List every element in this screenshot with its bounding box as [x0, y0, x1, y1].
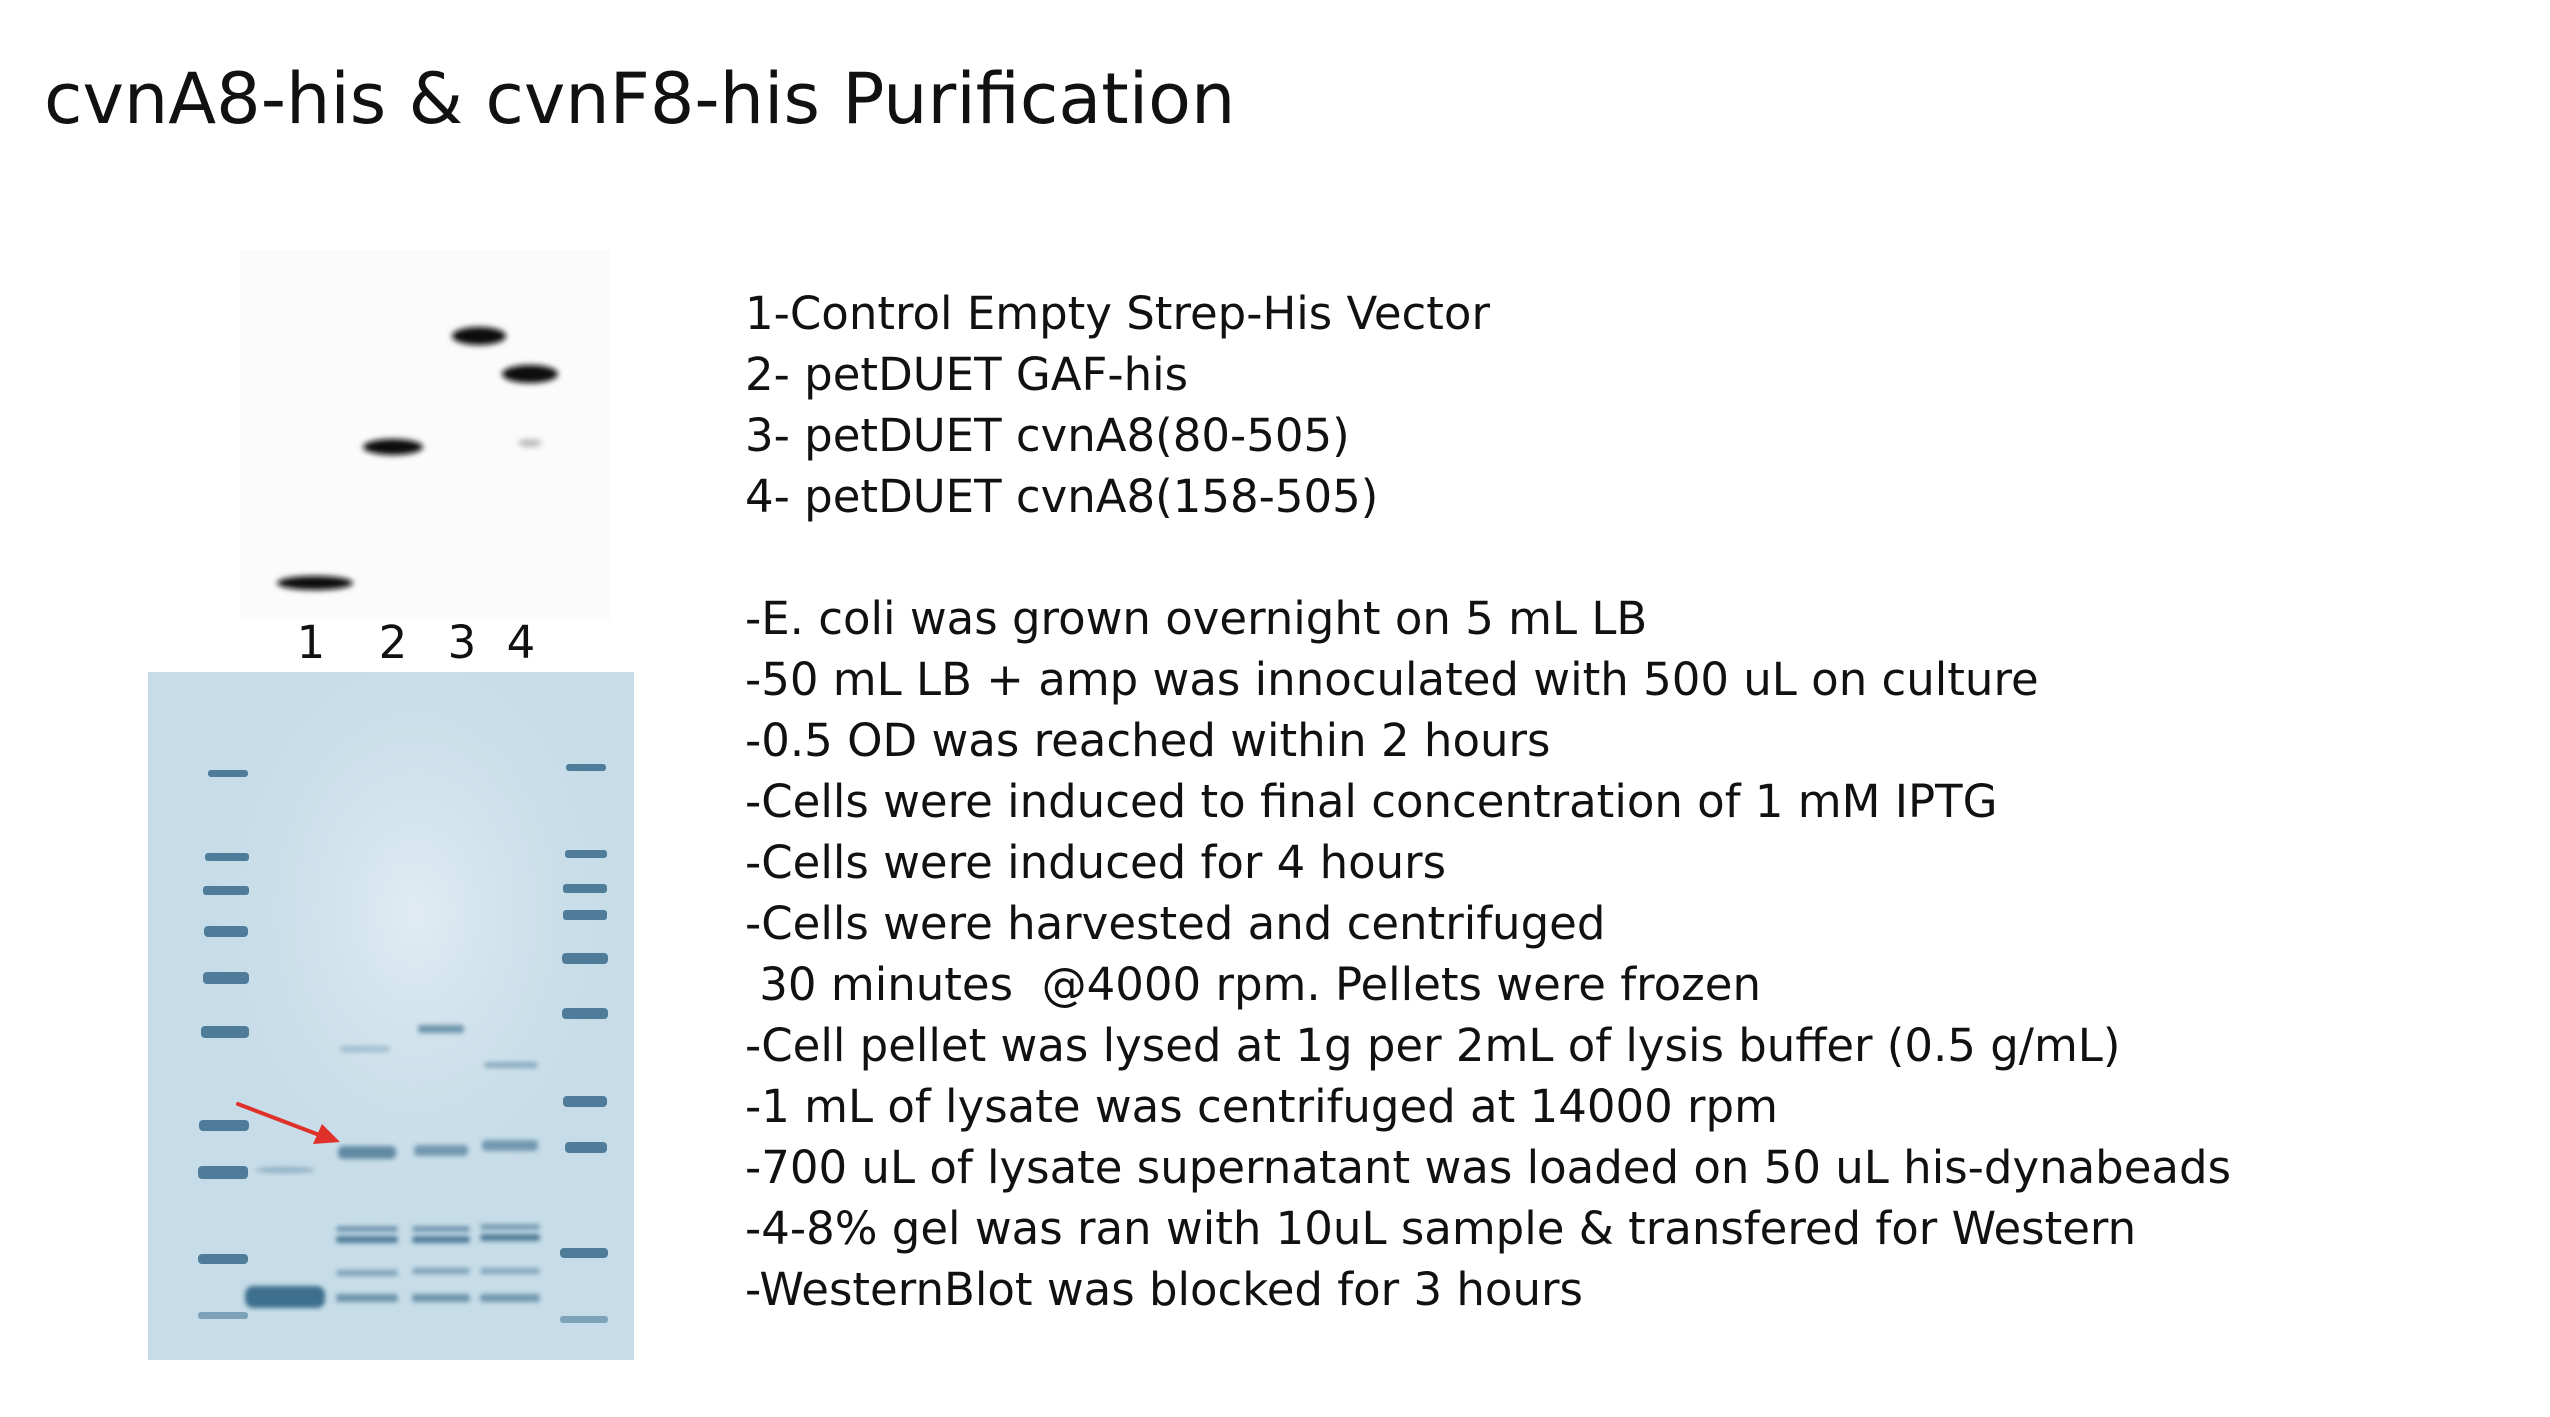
ladder-left-band: [203, 886, 249, 895]
ladder-right-band: [566, 764, 606, 771]
ladder-left-band: [201, 1026, 249, 1038]
ladder-right-band: [562, 1008, 608, 1019]
western-faint-band: [518, 439, 542, 447]
lane-label-4: 4: [507, 616, 536, 669]
ladder-left-band: [198, 1166, 248, 1179]
western-band-lane-3: [452, 327, 506, 345]
gel-lane-4-upper-band: [484, 1062, 538, 1068]
protocol-step: -WesternBlot was blocked for 3 hours: [745, 1263, 1583, 1316]
protocol-step: -E. coli was grown overnight on 5 mL LB: [745, 592, 1648, 645]
protocol-step: 30 minutes @4000 rpm. Pellets were froze…: [745, 958, 1761, 1011]
gel-lane-3: [412, 1025, 470, 1302]
western-band-lane-2: [363, 439, 423, 455]
ladder-left: [198, 770, 249, 1319]
lane-labels: 1 2 3 4: [297, 616, 536, 669]
legend-sample-3: 3- petDUET cvnA8(80-505): [745, 409, 1350, 462]
lane-label-2: 2: [379, 616, 408, 669]
protocol-step: -700 uL of lysate supernatant was loaded…: [745, 1141, 2232, 1194]
ladder-left-band: [208, 770, 248, 777]
gel-lane-2-target-band: [338, 1146, 396, 1159]
gel-lane-1: [245, 1167, 325, 1308]
ladder-left-band: [204, 926, 248, 937]
ladder-left-band: [203, 972, 249, 984]
legend-sample-1: 1-Control Empty Strep-His Vector: [745, 287, 1490, 340]
western-blot: [240, 250, 610, 620]
legend-sample-4: 4- petDUET cvnA8(158-505): [745, 470, 1379, 523]
lane-label-1: 1: [297, 616, 326, 669]
gel-lane-1-main-band: [245, 1286, 325, 1308]
ladder-right-band: [563, 884, 607, 893]
western-band-lane-1: [277, 576, 353, 590]
gel-lane-2: [336, 1046, 398, 1302]
protocol-step: -Cells were harvested and centrifuged: [745, 897, 1606, 950]
ladder-right-band: [565, 1142, 607, 1153]
western-band-lane-4: [502, 365, 558, 383]
protocol-step: -4-8% gel was ran with 10uL sample & tra…: [745, 1202, 2137, 1255]
ladder-right-band: [565, 850, 607, 858]
page-title: cvnA8-his & cvnF8-his Purification: [44, 58, 1236, 140]
lane-label-3: 3: [448, 616, 477, 669]
gel-lane-4: [480, 1062, 540, 1302]
ladder-left-band: [198, 1312, 248, 1319]
legend: 1-Control Empty Strep-His Vector 2- petD…: [745, 283, 2245, 1320]
protocol-step: -1 mL of lysate was centrifuged at 14000…: [745, 1080, 1778, 1133]
ladder-right-band: [560, 1248, 608, 1258]
ladder-right-band: [563, 910, 607, 920]
ladder-left-band: [199, 1120, 249, 1131]
gel-lane-3-upper-band: [418, 1025, 464, 1033]
ladder-right-band: [562, 953, 608, 964]
coomassie-gel: [148, 672, 634, 1360]
ladder-right: [560, 764, 608, 1323]
red-arrow-icon: [236, 1102, 340, 1144]
protocol-step: -0.5 OD was reached within 2 hours: [745, 714, 1551, 767]
ladder-right-band: [563, 1096, 607, 1107]
protocol-step: -50 mL LB + amp was innoculated with 500…: [745, 653, 2039, 706]
western-blot-membrane: [240, 250, 610, 620]
legend-sample-2: 2- petDUET GAF-his: [745, 348, 1189, 401]
ladder-left-band: [205, 853, 249, 861]
legend-spacer: [745, 527, 2245, 588]
ladder-right-band: [560, 1316, 608, 1323]
protocol-step: -Cell pellet was lysed at 1g per 2mL of …: [745, 1019, 2121, 1072]
ladder-left-band: [198, 1254, 248, 1264]
protocol-step: -Cells were induced to final concentrati…: [745, 775, 1998, 828]
protocol-step: -Cells were induced for 4 hours: [745, 836, 1447, 889]
